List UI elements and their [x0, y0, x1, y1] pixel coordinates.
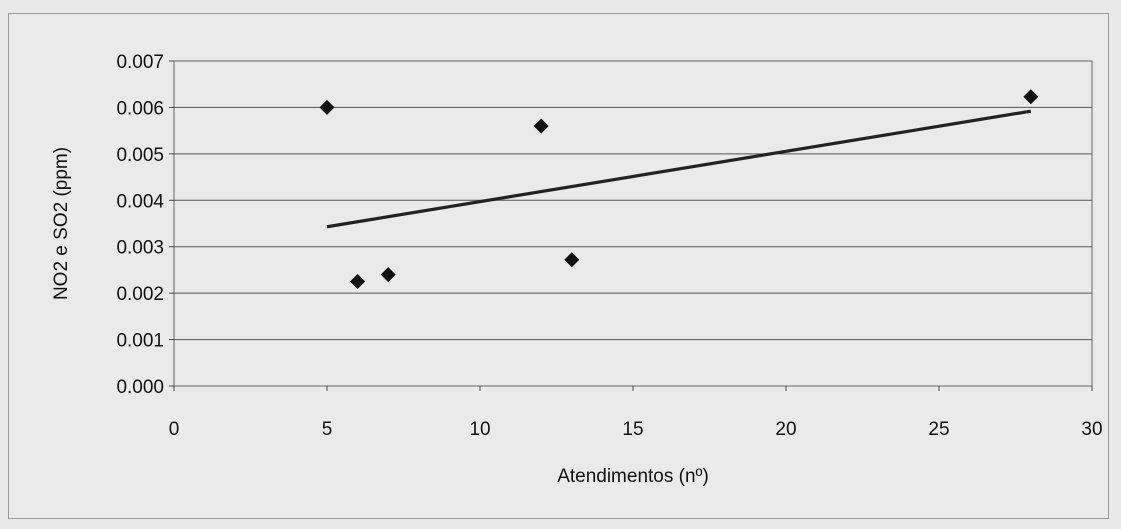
y-tick-label: 0.000 [116, 377, 164, 398]
x-tick-label: 15 [622, 419, 643, 440]
data-point-diamond [380, 267, 396, 283]
x-tick-label: 0 [169, 419, 180, 440]
y-tick-label: 0.005 [116, 145, 164, 166]
x-axis-title: Atendimentos (nº) [557, 466, 709, 487]
y-tick-label: 0.007 [116, 52, 164, 73]
x-tick-label: 20 [775, 419, 796, 440]
x-tick-label: 5 [322, 419, 333, 440]
chart-frame [8, 13, 1109, 519]
x-axis-ticks: 0 5 10 15 20 25 30 [169, 386, 1103, 440]
y-tick-label: 0.006 [116, 98, 164, 119]
data-point-diamond [564, 252, 580, 268]
data-points [319, 89, 1039, 290]
trendline [326, 109, 1032, 229]
y-axis-title: NO2 e SO2 (ppm) [51, 147, 72, 300]
y-tick-label: 0.001 [116, 331, 164, 352]
data-point-diamond [1023, 89, 1039, 105]
plot-area [173, 60, 1093, 387]
data-point-diamond [350, 274, 366, 290]
grid-lines [174, 106, 1092, 341]
x-tick-label: 25 [928, 419, 949, 440]
x-tick-label: 30 [1081, 419, 1102, 440]
y-tick-label: 0.003 [116, 238, 164, 259]
y-axis-ticks: 0.000 0.001 0.002 0.003 0.004 0.005 0.006 0.007 [116, 52, 174, 398]
y-tick-label: 0.002 [116, 284, 164, 305]
data-point-diamond [533, 118, 549, 134]
y-tick-label: 0.004 [116, 191, 164, 212]
x-tick-label: 10 [469, 419, 490, 440]
data-point-diamond [319, 99, 335, 115]
